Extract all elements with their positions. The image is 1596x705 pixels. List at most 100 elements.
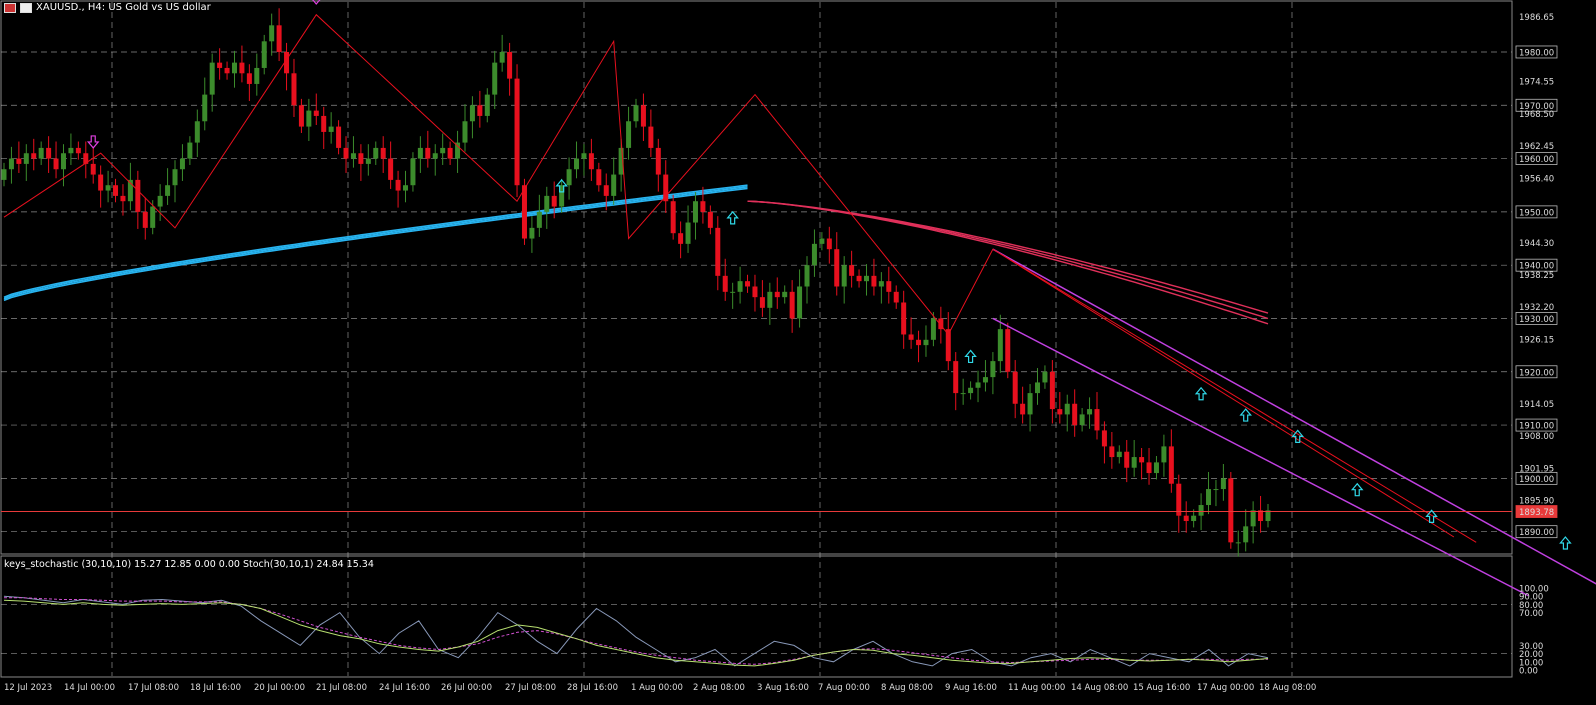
candle-body xyxy=(1228,478,1234,543)
candle-body xyxy=(23,153,29,164)
candle-body xyxy=(105,185,111,191)
candle-body xyxy=(83,153,89,164)
candle-body xyxy=(261,41,267,68)
candle-body xyxy=(737,281,743,292)
candle-body xyxy=(492,62,498,95)
candle-body xyxy=(1191,515,1197,522)
candle-body xyxy=(306,110,312,127)
candle-body xyxy=(380,147,386,159)
time-axis-label: 2 Aug 08:00 xyxy=(693,683,745,693)
candle-body xyxy=(1079,414,1085,426)
price-label-box xyxy=(1515,45,1558,59)
candle-body xyxy=(90,163,96,175)
indicator-header: keys_stochastic (30,10,10) 15.27 12.85 0… xyxy=(4,559,374,570)
candle-body xyxy=(1265,510,1271,522)
candle-body xyxy=(440,147,446,154)
candle-body xyxy=(1243,526,1249,543)
candle-body xyxy=(1005,329,1011,372)
stoch-axis-label: 100.00 xyxy=(1519,585,1549,595)
candle-body xyxy=(484,94,490,116)
candle-body xyxy=(893,291,899,303)
time-axis-label: 26 Jul 00:00 xyxy=(441,683,492,693)
stoch-panel-border xyxy=(0,555,1513,678)
candle-body xyxy=(1153,462,1159,474)
candle-body xyxy=(462,121,468,143)
candle-body xyxy=(187,142,193,159)
channel-lower-line[interactable] xyxy=(992,317,1529,597)
candle-body xyxy=(819,238,825,244)
time-axis-label: 1 Aug 00:00 xyxy=(631,683,683,693)
candle-body xyxy=(60,153,66,170)
stoch-axis-label: 80.00 xyxy=(1519,601,1543,611)
candle-body xyxy=(789,291,795,319)
candle-body xyxy=(1087,409,1093,415)
candle-body xyxy=(982,377,988,383)
candle-body xyxy=(1027,393,1033,415)
candle-body xyxy=(968,387,974,394)
price-axis-label: 1890.00 xyxy=(1519,528,1554,538)
candle-body xyxy=(395,179,401,191)
candle-body xyxy=(336,126,342,148)
candle-body xyxy=(224,67,230,74)
time-axis-label: 24 Jul 16:00 xyxy=(379,683,430,693)
ma-fast-line xyxy=(3,184,748,298)
stoch-axis-label: 10.00 xyxy=(1519,658,1543,668)
candle-body xyxy=(804,265,810,287)
candle-body xyxy=(202,94,208,122)
candle-body xyxy=(692,201,698,223)
candle-body xyxy=(566,169,572,186)
candle-body xyxy=(172,169,178,186)
candle-body xyxy=(685,222,691,244)
candle-body xyxy=(960,393,966,395)
chart-type-icon[interactable] xyxy=(4,2,16,13)
time-axis-label: 28 Jul 16:00 xyxy=(567,683,618,693)
candle-body xyxy=(1124,451,1130,468)
candle-body xyxy=(298,105,304,127)
candle-body xyxy=(581,153,587,159)
candle-body xyxy=(774,291,780,298)
candle-body xyxy=(1131,457,1137,468)
candle-body xyxy=(157,195,163,207)
down-arrow-icon xyxy=(86,135,100,149)
channel-upper-line[interactable] xyxy=(992,248,1596,595)
candle-body xyxy=(68,147,74,154)
price-label-box xyxy=(1515,312,1558,325)
candle-body xyxy=(239,62,245,74)
calendar-icon[interactable] xyxy=(20,2,32,13)
time-axis-label: 12 Jul 2023 xyxy=(4,683,52,693)
price-label-box xyxy=(1515,258,1558,272)
channel-middle-line[interactable] xyxy=(992,248,1477,543)
candle-body xyxy=(142,211,148,228)
candle-body xyxy=(388,158,394,180)
up-arrow-icon xyxy=(726,210,739,225)
candle-body xyxy=(217,62,223,68)
candle-body xyxy=(759,297,765,308)
candle-body xyxy=(536,211,542,228)
candle-body xyxy=(365,158,371,164)
candle-body xyxy=(403,185,409,191)
price-label-box xyxy=(1515,525,1558,539)
price-axis-label: 1901.95 xyxy=(1519,464,1554,474)
candle-body xyxy=(1057,409,1063,415)
candle-body xyxy=(113,185,119,196)
time-axis-label: 14 Jul 00:00 xyxy=(64,683,115,693)
candle-body xyxy=(767,291,773,308)
ma-slow-line xyxy=(747,200,1269,325)
candle-body xyxy=(745,281,751,287)
chart-title: XAUUSD., H4: US Gold vs US dollar xyxy=(36,2,211,13)
candle-body xyxy=(194,121,200,143)
stoch-axis-label: 20.00 xyxy=(1519,650,1543,660)
price-axis-label: 1956.40 xyxy=(1519,174,1554,184)
candle-body xyxy=(417,147,423,159)
price-axis-label: 1893.78 xyxy=(1519,508,1554,518)
price-axis-label: 1944.30 xyxy=(1519,239,1554,249)
candle-body xyxy=(98,174,104,191)
candle-body xyxy=(826,238,832,250)
candle-body xyxy=(313,110,319,116)
price-axis-label: 1926.15 xyxy=(1519,335,1554,345)
candle-body xyxy=(1109,446,1115,458)
main-panel-border xyxy=(0,0,1513,555)
candle-body xyxy=(127,179,133,202)
